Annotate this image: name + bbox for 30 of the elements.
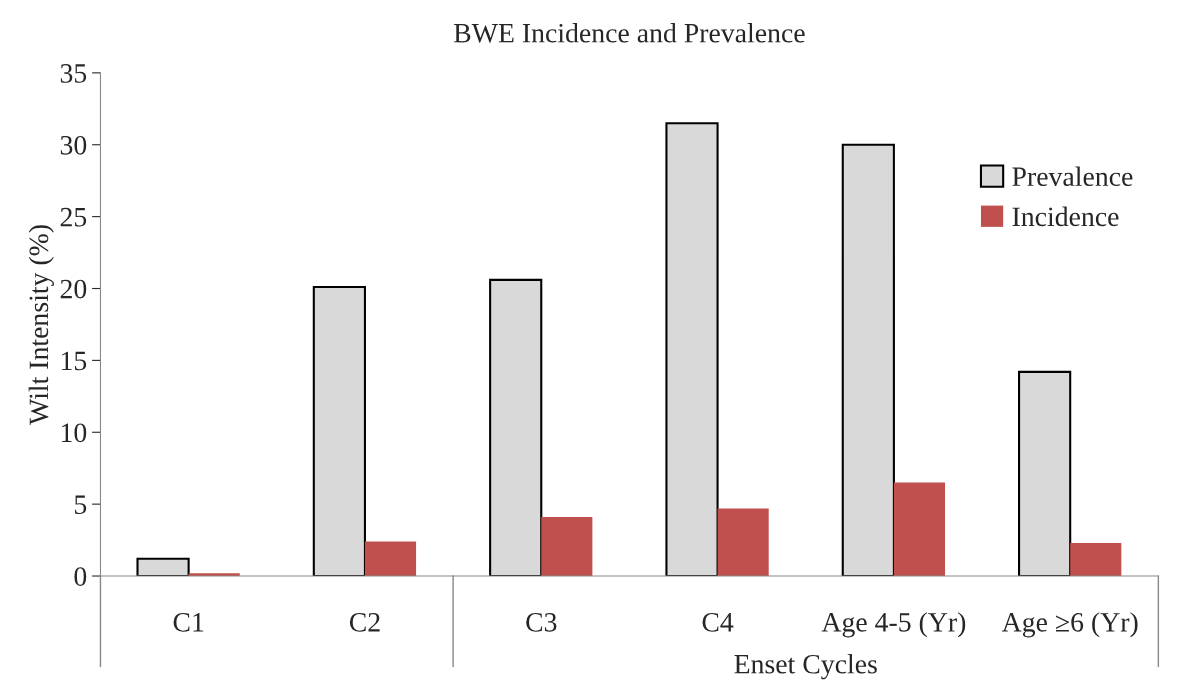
legend-label: Incidence bbox=[1012, 206, 1119, 227]
y-tick-label: 20 bbox=[60, 279, 87, 299]
bar bbox=[1070, 542, 1122, 577]
legend-label: Prevalence bbox=[1012, 166, 1133, 187]
x-tick-label: C4 bbox=[702, 613, 734, 632]
y-tick-label: 30 bbox=[60, 135, 87, 155]
x-axis-title: Enset Cycles bbox=[734, 654, 877, 680]
x-tick-label: C3 bbox=[526, 613, 557, 632]
y-tick-label: 25 bbox=[60, 207, 87, 227]
bar bbox=[364, 541, 417, 577]
bar bbox=[136, 557, 190, 577]
bar bbox=[665, 122, 719, 577]
bar bbox=[717, 508, 769, 577]
x-tick-label: Age 4-5 (Yr) bbox=[821, 612, 966, 638]
bar bbox=[841, 143, 895, 577]
y-tick-label: 5 bbox=[75, 495, 87, 515]
bar bbox=[893, 482, 946, 577]
chart-title: BWE Incidence and Prevalence bbox=[453, 23, 805, 43]
y-tick-label: 10 bbox=[61, 423, 87, 443]
x-tick-label: Age ≥6 (Yr) bbox=[1001, 612, 1138, 638]
y-tick-label: 0 bbox=[74, 567, 87, 586]
y-tick-label: 35 bbox=[60, 64, 87, 83]
bar bbox=[489, 278, 543, 577]
y-axis-title: Wilt Intensity (%) bbox=[28, 225, 54, 425]
y-tick-label: 15 bbox=[61, 351, 87, 371]
bar bbox=[541, 517, 593, 577]
bar bbox=[312, 286, 366, 577]
x-tick-label: C1 bbox=[173, 613, 204, 632]
x-tick-label: C2 bbox=[349, 613, 380, 632]
bar bbox=[1018, 370, 1072, 577]
